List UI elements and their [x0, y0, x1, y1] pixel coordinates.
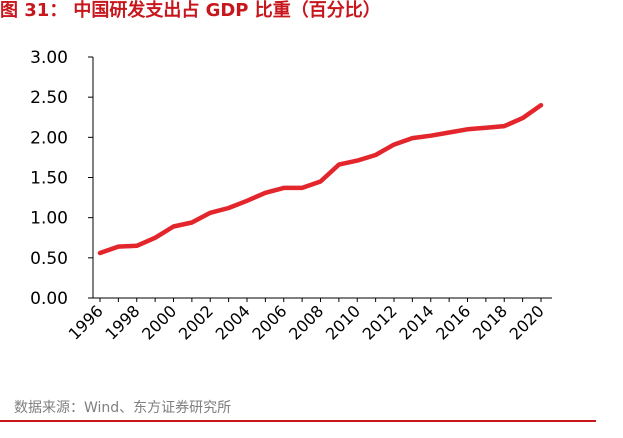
y-tick-label: 3.00: [30, 48, 68, 68]
x-tick-label: 2014: [395, 301, 437, 343]
x-tick-label: 2010: [322, 301, 364, 343]
y-tick-label: 2.50: [30, 88, 68, 108]
line-chart: 0.00 0.50 1.00 1.50 2.00 2.50 3.00 199619982000…: [30, 48, 552, 344]
y-tick-label: 1.50: [30, 169, 68, 189]
y-tick-label: 2.00: [30, 128, 68, 148]
y-tick-label: 0.00: [30, 289, 68, 309]
source-note: 数据来源：Wind、东方证券研究所: [14, 400, 232, 416]
x-tick-label: 2018: [469, 301, 511, 343]
x-tick-label: 1996: [65, 301, 107, 343]
series-line: [97, 102, 544, 256]
bottom-divider: [0, 420, 596, 422]
figure-title-text: 中国研发支出占 GDP 比重（百分比）: [73, 0, 381, 21]
x-tick-label: 2012: [359, 301, 401, 343]
figure-label: 图 31：: [0, 0, 68, 21]
x-tick-label: 2000: [138, 301, 180, 343]
y-tick-label: 0.50: [30, 249, 68, 269]
x-tick-label: 2016: [432, 301, 474, 343]
x-tick-label: 2008: [285, 301, 327, 343]
x-tick-label: 2006: [248, 301, 290, 343]
x-tick-label: 2004: [212, 301, 254, 343]
x-tick-label: 2020: [506, 301, 548, 343]
x-tick-label: 1998: [101, 301, 143, 343]
y-tick-label: 1.00: [30, 209, 68, 229]
figure-title: 图 31： 中国研发支出占 GDP 比重（百分比）: [0, 0, 381, 28]
x-tick-label: 2002: [175, 301, 217, 343]
